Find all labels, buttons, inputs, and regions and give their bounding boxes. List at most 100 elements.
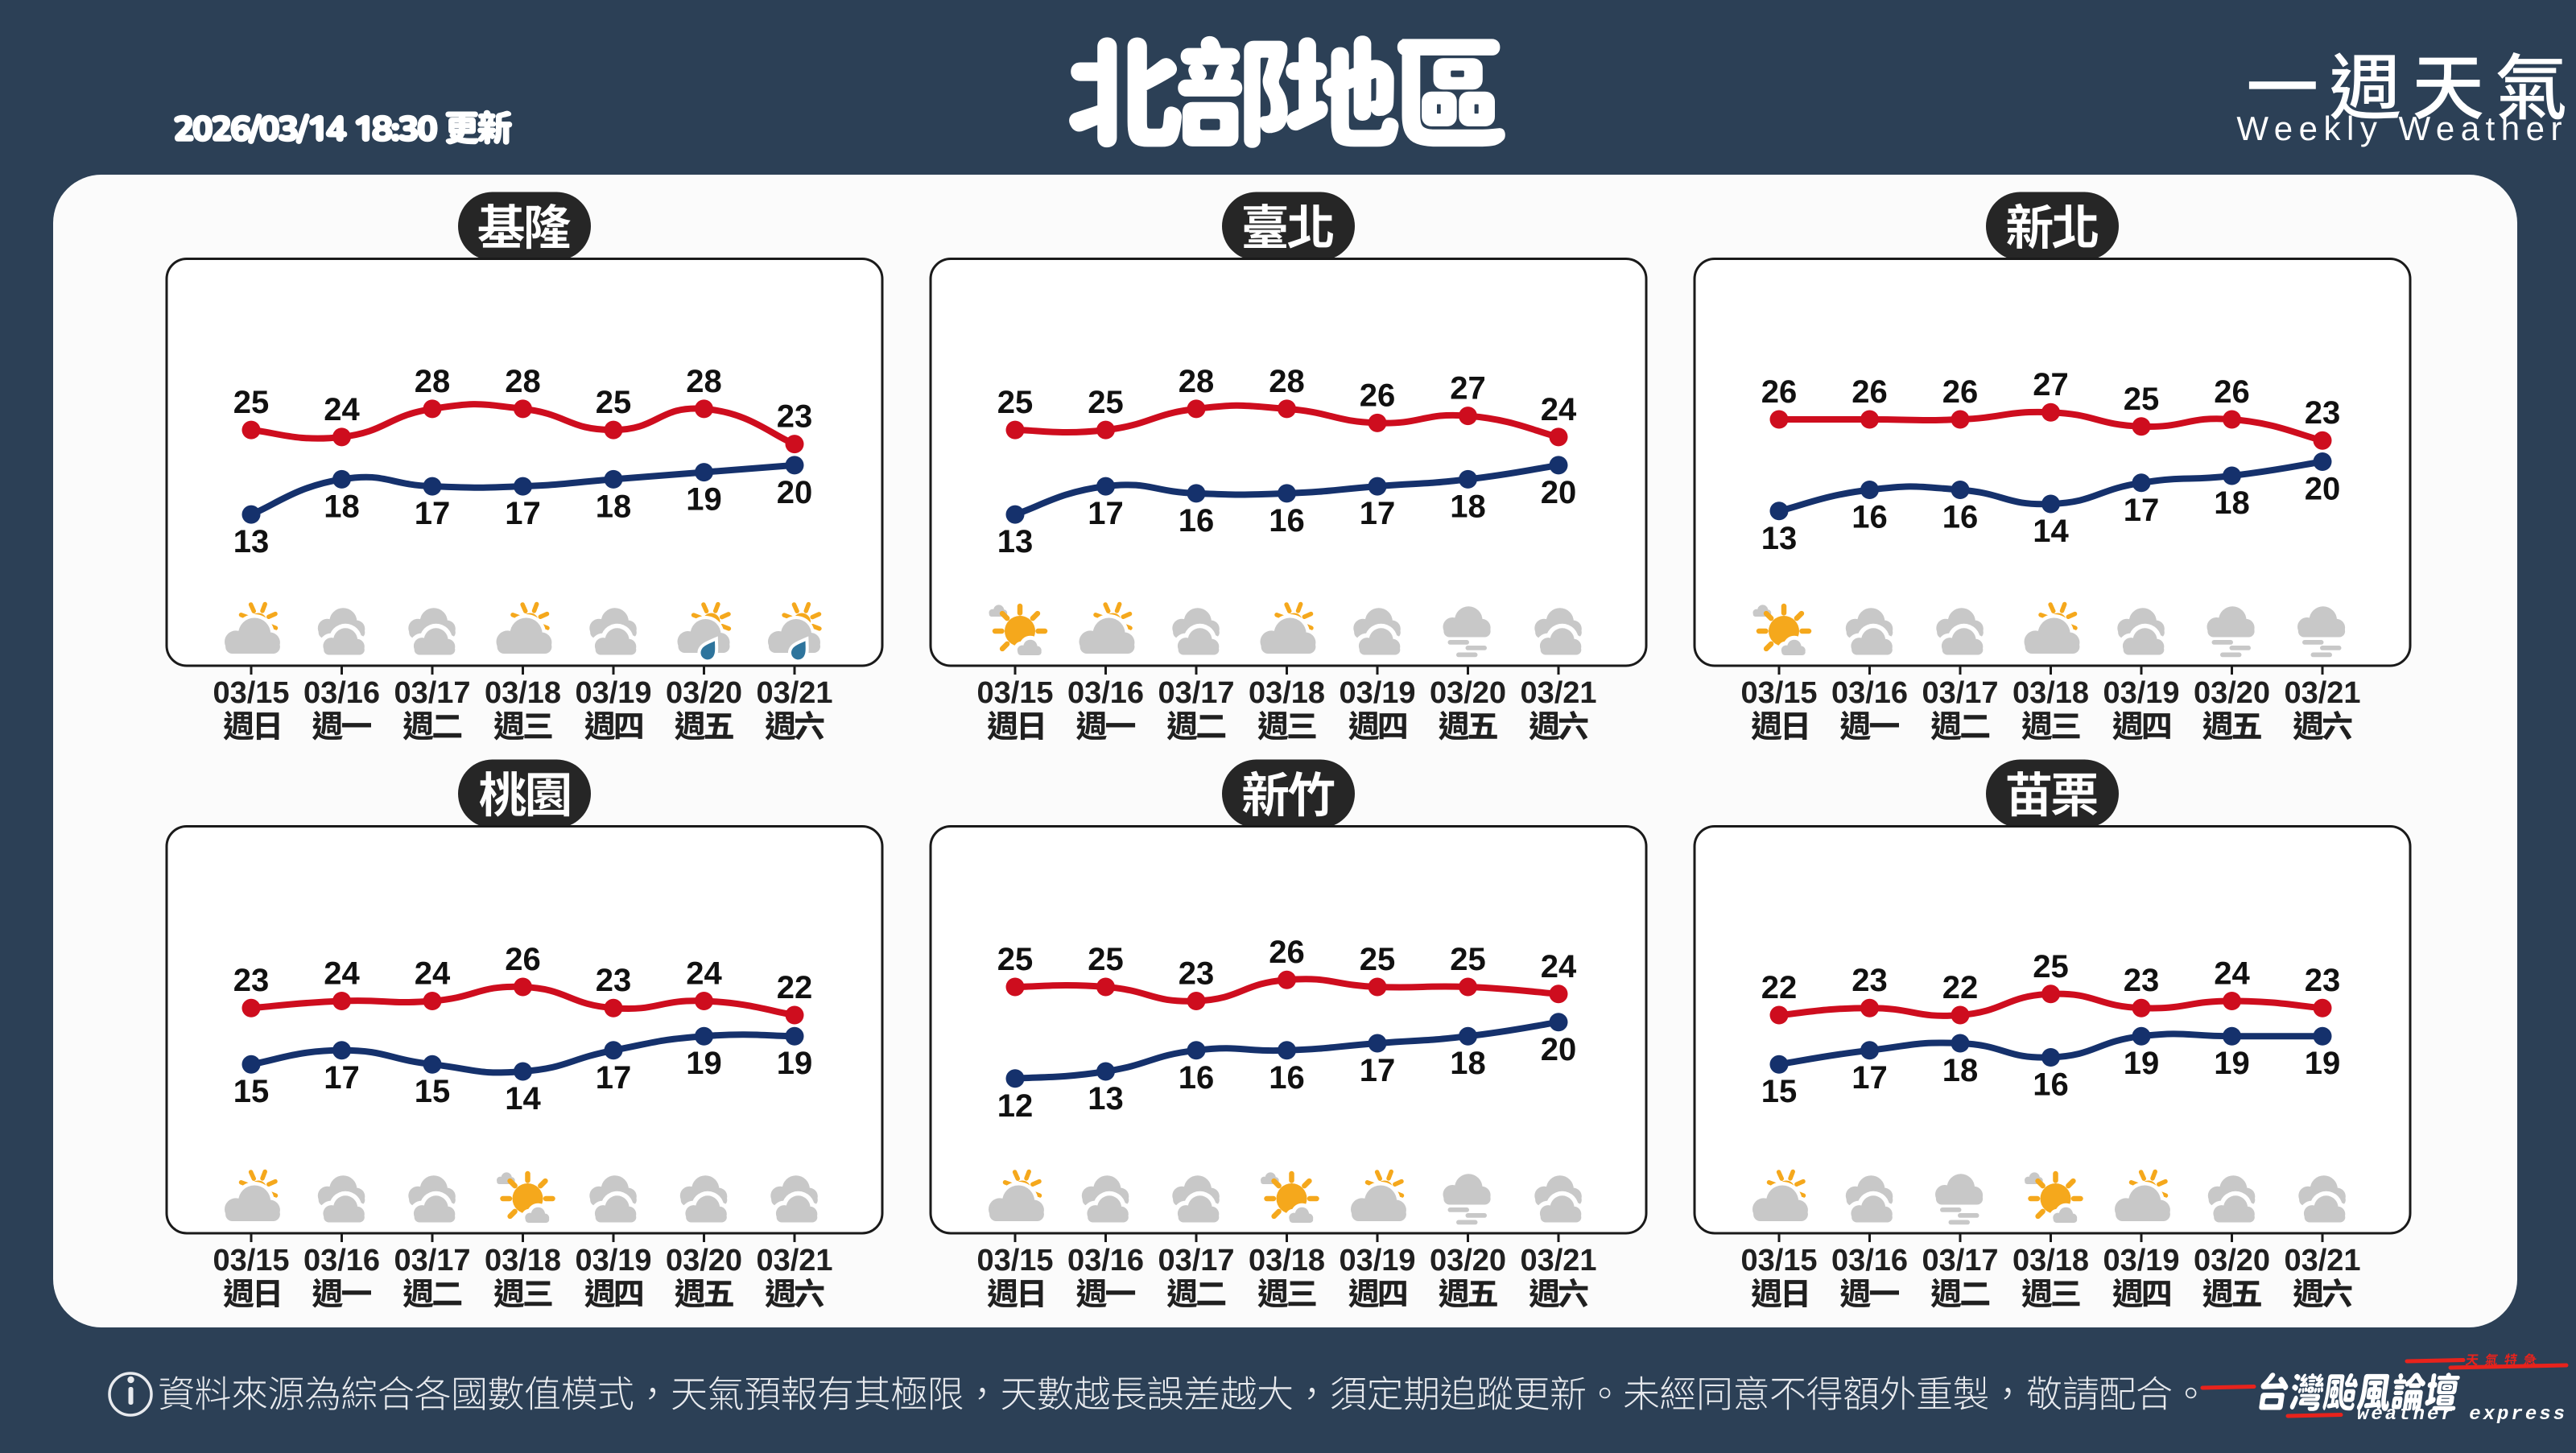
- svg-text:18: 18: [1942, 1053, 1979, 1088]
- svg-text:22: 22: [1761, 970, 1798, 1005]
- svg-text:26: 26: [1360, 378, 1396, 413]
- svg-text:19: 19: [686, 482, 722, 518]
- svg-text:03/20: 03/20: [666, 1244, 742, 1278]
- svg-text:14: 14: [505, 1081, 541, 1117]
- svg-text:25: 25: [1360, 942, 1396, 977]
- svg-text:24: 24: [415, 956, 451, 992]
- svg-text:17: 17: [1852, 1060, 1888, 1096]
- svg-text:03/20: 03/20: [2194, 676, 2270, 710]
- svg-text:26: 26: [1942, 374, 1979, 410]
- svg-text:03/15: 03/15: [1740, 1244, 1817, 1278]
- svg-text:16: 16: [1269, 503, 1305, 539]
- svg-text:16: 16: [1942, 500, 1979, 535]
- svg-text:25: 25: [997, 385, 1034, 420]
- svg-text:03/15: 03/15: [976, 676, 1053, 710]
- svg-text:03/19: 03/19: [1339, 1244, 1415, 1278]
- svg-text:28: 28: [1269, 364, 1305, 399]
- svg-text:25: 25: [1088, 385, 1124, 420]
- svg-text:17: 17: [1360, 496, 1396, 531]
- svg-text:23: 23: [777, 399, 813, 435]
- svg-text:03/16: 03/16: [1067, 676, 1144, 710]
- svg-text:03/20: 03/20: [1430, 1244, 1506, 1278]
- svg-text:26: 26: [1761, 374, 1798, 410]
- svg-text:03/21: 03/21: [1520, 676, 1596, 710]
- svg-text:25: 25: [596, 385, 632, 420]
- svg-text:28: 28: [505, 364, 541, 399]
- svg-text:19: 19: [777, 1046, 813, 1081]
- svg-text:24: 24: [2214, 956, 2250, 992]
- svg-text:03/18: 03/18: [2013, 1244, 2089, 1278]
- svg-text:03/21: 03/21: [2284, 1244, 2360, 1278]
- svg-text:24: 24: [1541, 949, 1577, 984]
- svg-text:17: 17: [596, 1060, 632, 1096]
- svg-text:03/16: 03/16: [1831, 1244, 1908, 1278]
- svg-text:weather express: weather express: [2357, 1404, 2567, 1426]
- svg-text:16: 16: [1852, 500, 1888, 535]
- svg-text:03/17: 03/17: [394, 1244, 470, 1278]
- svg-text:15: 15: [233, 1074, 270, 1109]
- svg-text:03/15: 03/15: [213, 1244, 289, 1278]
- svg-text:03/17: 03/17: [1922, 1244, 1998, 1278]
- svg-text:24: 24: [686, 956, 722, 992]
- svg-text:25: 25: [2124, 382, 2160, 417]
- svg-text:26: 26: [1269, 935, 1305, 970]
- svg-text:03/15: 03/15: [1740, 676, 1817, 710]
- svg-text:03/20: 03/20: [2194, 1244, 2270, 1278]
- svg-text:03/19: 03/19: [2103, 676, 2179, 710]
- svg-text:16: 16: [1179, 1060, 1215, 1096]
- svg-text:24: 24: [1541, 392, 1577, 427]
- svg-text:28: 28: [415, 364, 451, 399]
- svg-text:22: 22: [1942, 970, 1979, 1005]
- svg-text:15: 15: [1761, 1074, 1798, 1109]
- svg-text:03/16: 03/16: [303, 1244, 380, 1278]
- svg-text:18: 18: [1450, 1046, 1486, 1081]
- svg-text:19: 19: [2305, 1046, 2341, 1081]
- svg-text:19: 19: [686, 1046, 722, 1081]
- svg-text:17: 17: [505, 496, 541, 531]
- svg-text:03/19: 03/19: [2103, 1244, 2179, 1278]
- svg-text:03/16: 03/16: [1831, 676, 1908, 710]
- svg-text:03/20: 03/20: [666, 676, 742, 710]
- svg-text:25: 25: [1450, 942, 1486, 977]
- svg-text:17: 17: [1360, 1053, 1396, 1088]
- svg-text:17: 17: [415, 496, 451, 531]
- svg-text:20: 20: [1541, 475, 1577, 510]
- svg-text:15: 15: [415, 1074, 451, 1109]
- svg-text:13: 13: [1761, 521, 1798, 556]
- svg-text:28: 28: [686, 364, 722, 399]
- svg-text:22: 22: [777, 970, 813, 1005]
- svg-text:23: 23: [596, 963, 632, 998]
- svg-text:18: 18: [324, 489, 360, 524]
- svg-text:18: 18: [2214, 485, 2250, 521]
- svg-text:03/21: 03/21: [1520, 1244, 1596, 1278]
- svg-text:17: 17: [1088, 496, 1124, 531]
- svg-text:25: 25: [2033, 949, 2069, 984]
- svg-text:03/17: 03/17: [1158, 676, 1234, 710]
- svg-text:03/19: 03/19: [1339, 676, 1415, 710]
- svg-text:20: 20: [2305, 472, 2341, 507]
- svg-text:26: 26: [2214, 374, 2250, 410]
- svg-text:17: 17: [324, 1060, 360, 1096]
- svg-text:03/16: 03/16: [1067, 1244, 1144, 1278]
- svg-text:23: 23: [2305, 963, 2341, 998]
- svg-text:26: 26: [1852, 374, 1888, 410]
- svg-text:16: 16: [1179, 503, 1215, 539]
- svg-text:03/16: 03/16: [303, 676, 380, 710]
- svg-text:03/18: 03/18: [485, 1244, 561, 1278]
- svg-text:03/21: 03/21: [2284, 676, 2360, 710]
- svg-text:23: 23: [233, 963, 270, 998]
- svg-text:03/18: 03/18: [1249, 676, 1325, 710]
- svg-text:24: 24: [324, 956, 360, 992]
- svg-text:23: 23: [2305, 395, 2341, 431]
- svg-text:03/18: 03/18: [2013, 676, 2089, 710]
- svg-text:Weekly Weather: Weekly Weather: [2236, 109, 2568, 147]
- svg-text:13: 13: [233, 524, 270, 559]
- svg-text:03/15: 03/15: [213, 676, 289, 710]
- svg-text:16: 16: [2033, 1067, 2069, 1103]
- svg-text:03/17: 03/17: [394, 676, 470, 710]
- svg-text:25: 25: [997, 942, 1034, 977]
- svg-text:23: 23: [1179, 956, 1215, 992]
- svg-text:27: 27: [2033, 367, 2069, 402]
- svg-text:12: 12: [997, 1088, 1034, 1124]
- svg-text:24: 24: [324, 392, 360, 427]
